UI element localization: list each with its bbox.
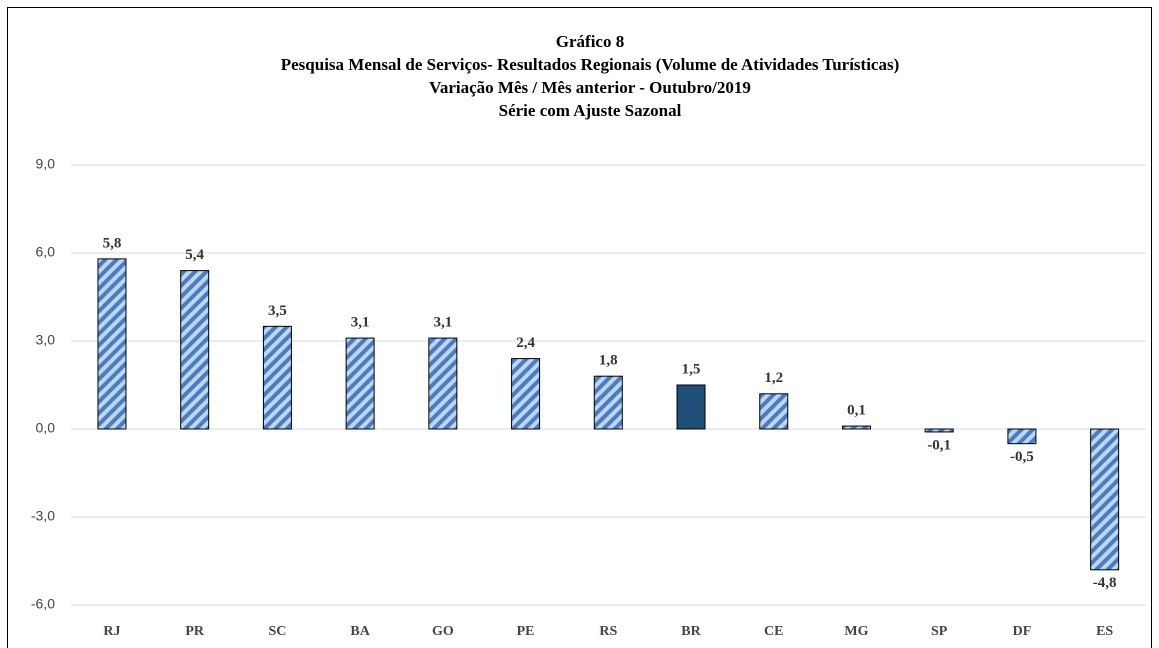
x-tick-label: BR xyxy=(681,624,701,639)
x-tick-label: PR xyxy=(185,624,205,639)
x-tick-label: RJ xyxy=(103,624,120,639)
bar xyxy=(180,270,210,430)
bar xyxy=(97,258,127,430)
x-tick-label: RS xyxy=(599,624,617,639)
x-tick-label: MG xyxy=(844,624,868,639)
value-label: 3,1 xyxy=(351,315,370,331)
y-tick-label: -6,0 xyxy=(31,596,55,612)
value-label: -0,5 xyxy=(1010,449,1034,465)
x-tick-label: GO xyxy=(432,624,454,639)
bar xyxy=(262,325,292,430)
bar xyxy=(924,428,954,433)
bar xyxy=(759,393,789,430)
value-label: 5,4 xyxy=(185,247,204,263)
chart-title: Gráfico 8 xyxy=(556,32,624,51)
y-tick-label: 3,0 xyxy=(36,332,56,348)
bar xyxy=(345,337,375,430)
value-label: 3,5 xyxy=(268,303,287,319)
bar xyxy=(1090,428,1120,571)
value-label: 2,4 xyxy=(516,335,535,351)
x-tick-label: DF xyxy=(1013,624,1032,639)
bar xyxy=(511,358,541,430)
y-tick-label: 9,0 xyxy=(36,156,56,172)
x-tick-label: CE xyxy=(764,624,783,639)
bar xyxy=(428,337,458,430)
chart-title: Série com Ajuste Sazonal xyxy=(499,101,682,120)
value-label: 1,8 xyxy=(599,353,618,369)
bar xyxy=(1007,428,1037,445)
x-tick-label: PE xyxy=(517,624,535,639)
value-label: 1,2 xyxy=(764,370,783,386)
value-label: 0,1 xyxy=(847,403,866,419)
x-tick-label: SC xyxy=(268,624,286,639)
value-label: 1,5 xyxy=(682,361,701,377)
chart-title: Variação Mês / Mês anterior - Outubro/20… xyxy=(429,78,751,97)
y-tick-label: 0,0 xyxy=(36,420,56,436)
y-tick-label: 6,0 xyxy=(36,244,56,260)
value-label: -4,8 xyxy=(1093,575,1117,591)
value-label: -0,1 xyxy=(927,437,951,453)
bar xyxy=(841,425,871,430)
x-tick-label: ES xyxy=(1096,624,1113,639)
chart-title: Pesquisa Mensal de Serviços- Resultados … xyxy=(281,55,900,74)
value-label: 5,8 xyxy=(103,235,122,251)
bar xyxy=(593,375,623,430)
x-tick-label: SP xyxy=(931,624,948,639)
y-tick-label: -3,0 xyxy=(31,508,55,524)
bar xyxy=(676,384,706,430)
x-tick-label: BA xyxy=(350,624,370,639)
value-label: 3,1 xyxy=(433,315,452,331)
